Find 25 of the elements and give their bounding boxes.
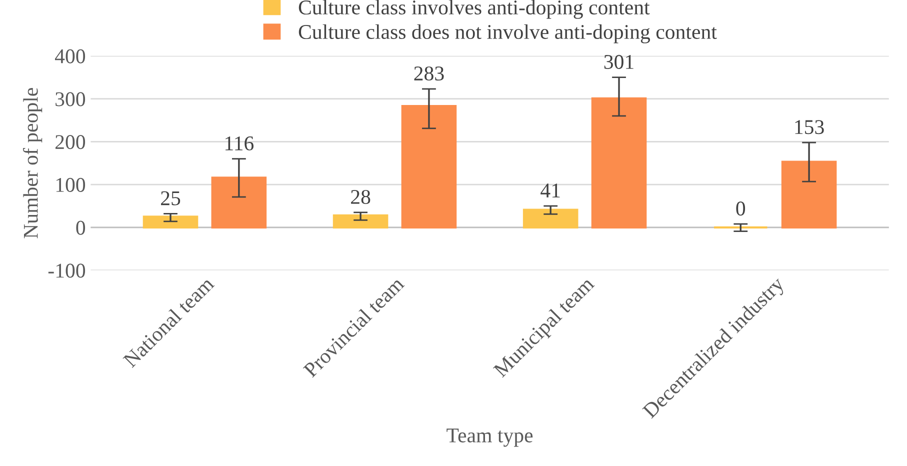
y-tick-label: 100 (56, 178, 86, 192)
data-label: 153 (795, 120, 824, 134)
data-label: 25 (161, 191, 180, 206)
bar (781, 160, 837, 228)
bar (591, 97, 647, 228)
data-label: 0 (736, 202, 746, 216)
bar (401, 105, 457, 228)
data-label: 28 (351, 190, 370, 204)
data-label: 283 (414, 66, 444, 81)
data-label: 116 (226, 136, 254, 150)
y-tick-label: -100 (48, 264, 86, 278)
bar (211, 176, 267, 228)
legend-label: Culture class involves anti-doping content (298, 0, 650, 19)
x-axis-title: Team type (446, 428, 533, 447)
y-tick-label: 0 (76, 220, 86, 235)
y-tick-label: 200 (56, 135, 86, 150)
y-tick-label: 400 (54, 49, 86, 64)
y-tick-label: 300 (56, 92, 86, 106)
bar (522, 208, 578, 228)
bar (332, 214, 388, 228)
data-label: 301 (604, 54, 634, 69)
legend-label: Culture class does not involve anti-doping content (298, 24, 717, 44)
bar (142, 216, 198, 228)
y-axis-title: Number of people (22, 88, 42, 238)
data-label: 41 (540, 184, 560, 198)
